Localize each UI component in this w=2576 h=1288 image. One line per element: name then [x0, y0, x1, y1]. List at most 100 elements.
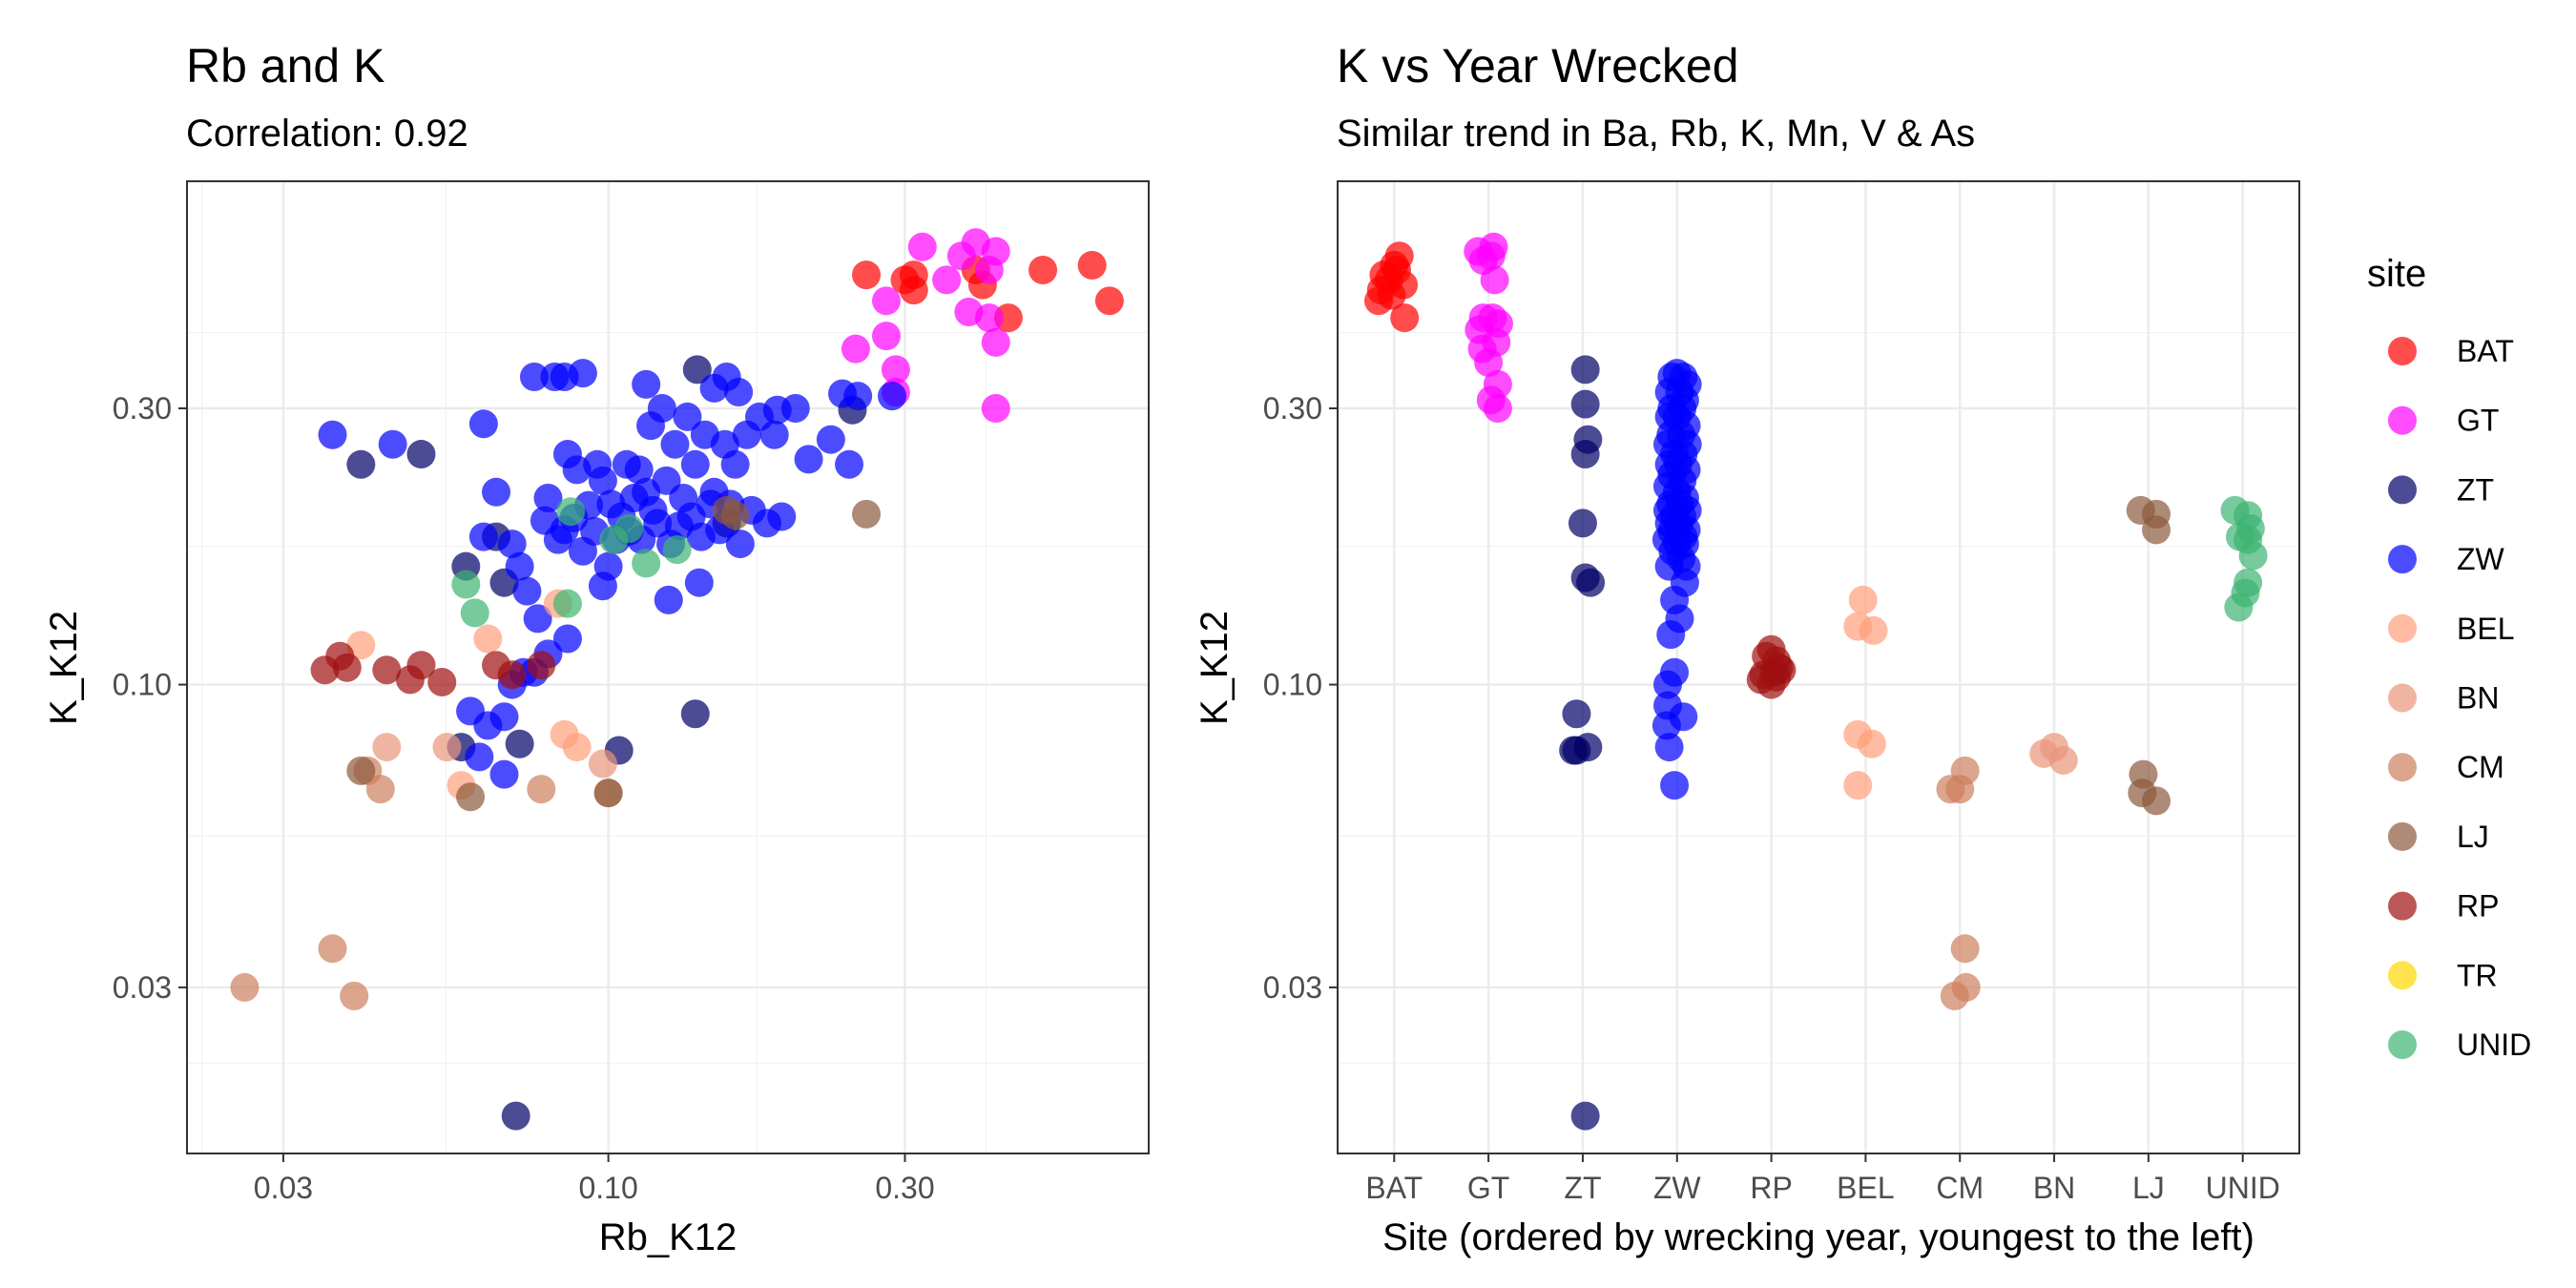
left-point-lj [712, 495, 741, 525]
left-point-gt [881, 355, 910, 384]
left-point-unid [556, 497, 586, 527]
left-point-zw [318, 420, 347, 449]
left-point-zt [501, 1101, 530, 1131]
left-point-zw [505, 551, 534, 581]
legend-label-zw: ZW [2457, 542, 2505, 576]
legend-label-gt: GT [2457, 404, 2499, 438]
left-point-zt [680, 699, 710, 729]
right-point-unid [2238, 541, 2268, 571]
left-point-gt [932, 265, 962, 295]
right-y-tick-label: 0.03 [1263, 970, 1322, 1005]
left-point-zw [468, 522, 498, 551]
right-chart-title: K vs Year Wrecked [1337, 39, 1739, 93]
right-x-tick-label: RP [1750, 1171, 1792, 1205]
left-point-bat [1094, 286, 1124, 316]
right-x-tick-label: BAT [1365, 1171, 1423, 1205]
left-point-zt [505, 729, 534, 758]
legend-key-tr [2388, 961, 2417, 990]
right-y-axis-title: K_K12 [1194, 611, 1236, 725]
left-point-cm [340, 981, 369, 1010]
right-point-bat [1377, 280, 1406, 310]
left-point-rp [497, 660, 527, 690]
right-x-tick-label: BN [2033, 1171, 2075, 1205]
left-x-tick-label: 0.10 [578, 1171, 637, 1205]
right-x-tick-label: GT [1467, 1171, 1509, 1205]
right-point-cm [1950, 934, 1980, 964]
left-point-zw [794, 445, 823, 474]
left-point-zw [568, 359, 597, 388]
legend-key-cm [2388, 753, 2417, 782]
left-point-zw [724, 377, 754, 406]
right-point-zt [1576, 568, 1606, 597]
right-point-cm [1940, 981, 1969, 1010]
left-point-gt [871, 322, 901, 351]
left-point-unid [552, 589, 582, 618]
left-point-bn [372, 733, 402, 762]
left-point-zw [673, 402, 702, 431]
right-point-zw [1656, 620, 1686, 650]
left-point-zw [512, 576, 542, 606]
legend-label-bel: BEL [2457, 612, 2514, 646]
legend-label-bn: BN [2457, 681, 2499, 716]
left-point-gt [981, 393, 1010, 423]
left-point-zw [699, 373, 729, 403]
right-point-zt [1570, 1101, 1600, 1131]
left-point-zw [489, 702, 519, 732]
left-point-zw [780, 393, 810, 423]
left-point-zw [759, 420, 789, 449]
right-point-zw [1660, 657, 1690, 687]
right-y-tick-label: 0.10 [1263, 668, 1322, 702]
right-point-zt [1568, 509, 1597, 538]
left-point-zt [346, 449, 376, 479]
left-point-rp [332, 653, 362, 682]
left-point-rp [406, 651, 436, 680]
right-point-bat [1390, 303, 1420, 333]
left-point-zt [406, 440, 436, 469]
left-point-zw [725, 530, 755, 559]
left-panel-border [186, 180, 1150, 1154]
legend: site BAT GT ZT ZW BEL BN CM LJ RP TR UNID [2367, 253, 2531, 1062]
left-point-gt [981, 327, 1010, 357]
left-point-bel [562, 733, 592, 762]
right-point-zw [1660, 771, 1690, 800]
left-x-tick-label: 0.03 [254, 1171, 313, 1205]
left-point-zw [489, 759, 519, 789]
legend-key-zt [2388, 475, 2417, 505]
left-point-cm [318, 934, 347, 964]
left-point-zw [877, 382, 906, 411]
left-point-zw [767, 502, 797, 531]
left-point-lj [593, 779, 623, 808]
left-point-gt [981, 237, 1010, 266]
right-x-tick-label: BEL [1837, 1171, 1894, 1205]
left-point-zw [588, 571, 617, 601]
left-axis-ticks: 0.03 0.10 0.30 0.03 0.10 0.30 [113, 391, 935, 1205]
right-axis-ticks: BAT GT ZT ZW RP BEL CM BN LJ UNID 0.03 0.10 0.30 [1263, 391, 2280, 1205]
left-point-zw [654, 585, 683, 614]
left-point-gt [974, 303, 1004, 333]
right-point-bat [1380, 250, 1409, 280]
left-points [230, 228, 1124, 1131]
legend-label-zt: ZT [2457, 472, 2494, 507]
left-point-zw [684, 568, 714, 597]
left-point-zw [816, 425, 845, 454]
right-point-rp [1762, 662, 1792, 692]
right-x-tick-label: CM [1936, 1171, 1984, 1205]
right-point-gt [1479, 232, 1508, 261]
left-chart-subtitle: Correlation: 0.92 [186, 113, 468, 155]
left-point-zw [843, 382, 873, 411]
left-point-unid [662, 535, 692, 565]
right-point-zw [1652, 711, 1681, 740]
left-point-zw [523, 604, 552, 634]
legend-label-cm: CM [2457, 750, 2504, 784]
left-point-zw [720, 449, 750, 479]
left-point-unid [614, 513, 644, 543]
left-point-unid [451, 570, 481, 599]
left-y-tick-label: 0.10 [113, 668, 172, 702]
left-point-bn [432, 733, 462, 762]
legend-label-bat: BAT [2457, 334, 2514, 368]
legend-key-rp [2388, 891, 2417, 921]
left-point-unid [460, 598, 489, 628]
right-point-gt [1474, 347, 1504, 377]
left-point-zw [680, 449, 710, 479]
